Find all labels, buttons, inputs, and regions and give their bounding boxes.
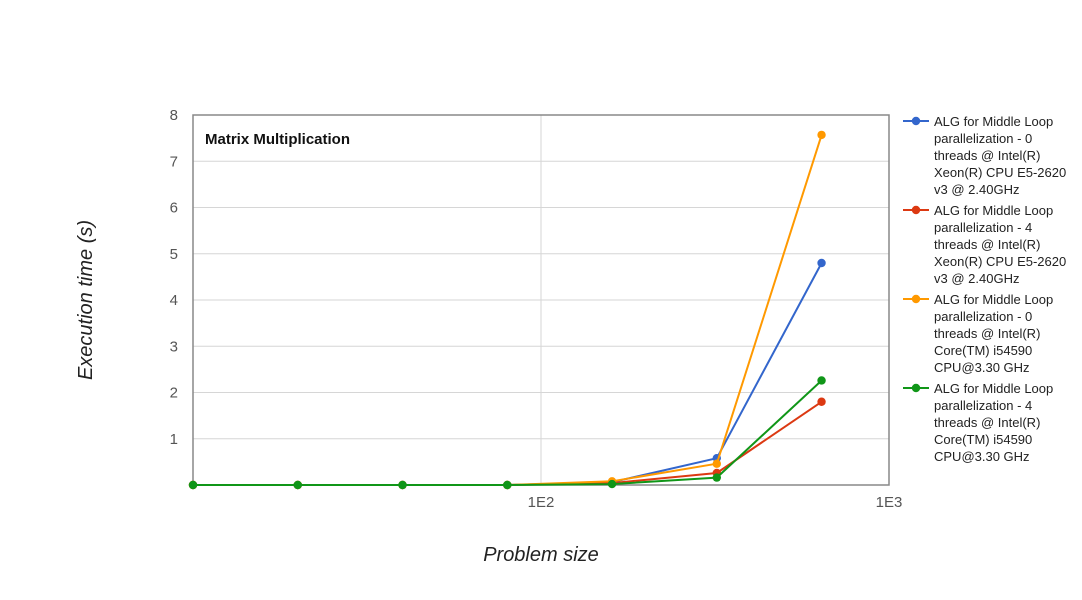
y-tick-label: 7 — [170, 153, 178, 170]
x-axis-ticks: 1E2 1E3 — [528, 494, 903, 511]
y-tick-label: 6 — [170, 200, 178, 217]
data-point — [817, 376, 826, 385]
chart-title: Matrix Multiplication — [205, 131, 350, 148]
data-point — [817, 397, 826, 406]
data-point — [398, 480, 407, 490]
data-point — [293, 480, 302, 490]
y-tick-label: 2 — [170, 385, 178, 402]
y-tick-label: 4 — [170, 292, 178, 309]
x-axis-title: Problem size — [483, 544, 599, 566]
y-tick-label: 1 — [170, 431, 178, 448]
y-tick-label: 8 — [170, 107, 178, 124]
data-point — [712, 459, 721, 468]
x-tick-label: 1E3 — [876, 494, 903, 511]
data-point — [817, 130, 826, 140]
data-point — [607, 479, 617, 489]
data-point — [188, 480, 198, 490]
x-tick-label: 1E2 — [528, 494, 555, 511]
series-4 — [188, 376, 826, 490]
series-layer — [188, 130, 826, 490]
legend-marker — [911, 294, 921, 304]
data-point — [503, 480, 512, 490]
y-axis-title: Execution time (s) — [75, 220, 97, 380]
legend-marker — [911, 116, 921, 126]
y-tick-label: 3 — [170, 338, 178, 355]
legend-marker — [911, 205, 921, 215]
legend-marker — [911, 383, 921, 393]
y-axis-ticks: 1 2 3 4 5 6 7 8 — [170, 107, 178, 448]
y-tick-label: 5 — [170, 246, 178, 263]
data-point — [712, 473, 721, 482]
data-point — [817, 258, 826, 268]
